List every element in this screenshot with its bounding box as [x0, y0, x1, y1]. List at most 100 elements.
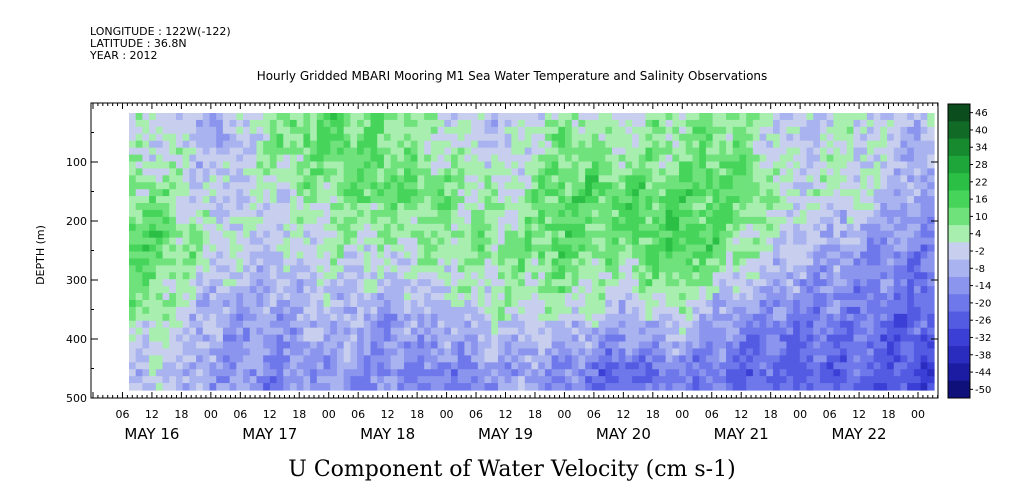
heatmap-cell	[524, 189, 533, 197]
heatmap-cell	[752, 313, 761, 322]
heatmap-cell	[799, 320, 808, 329]
heatmap-cell	[853, 313, 861, 322]
heatmap-cell	[645, 119, 653, 128]
heatmap-cell	[216, 265, 224, 273]
heatmap-cell	[236, 376, 244, 384]
heatmap-cell	[712, 237, 720, 246]
heatmap-cell	[873, 216, 881, 225]
heatmap-cell	[598, 133, 606, 142]
heatmap-cell	[913, 376, 922, 384]
heatmap-cell	[672, 209, 680, 218]
heatmap-cell	[451, 182, 459, 190]
heatmap-cell	[377, 272, 385, 280]
heatmap-cell	[343, 140, 351, 149]
heatmap-cell	[256, 341, 264, 350]
heatmap-cell	[531, 119, 539, 128]
heatmap-cell	[296, 327, 305, 336]
heatmap-cell	[618, 154, 627, 163]
heatmap-cell	[222, 140, 231, 149]
heatmap-cell	[283, 154, 291, 163]
heatmap-cell	[813, 133, 821, 142]
heatmap-cell	[746, 119, 754, 128]
heatmap-cell	[162, 265, 170, 273]
heatmap-cell	[511, 196, 519, 204]
heatmap-cell	[189, 140, 197, 149]
heatmap-cell	[511, 313, 519, 322]
heatmap-cell	[853, 251, 861, 260]
heatmap-cell	[249, 383, 258, 391]
heatmap-cell	[746, 182, 754, 190]
heatmap-cell	[645, 237, 653, 246]
heatmap-cell	[544, 133, 553, 142]
heatmap-cell	[585, 258, 593, 266]
heatmap-cell	[672, 244, 680, 253]
heatmap-cell	[786, 320, 794, 329]
heatmap-cell	[652, 299, 660, 308]
heatmap-cell	[605, 348, 613, 356]
heatmap-cell	[336, 265, 345, 273]
heatmap-cell	[665, 299, 673, 308]
heatmap-cell	[383, 348, 392, 356]
heatmap-cell	[397, 119, 405, 128]
heatmap-cell	[196, 293, 204, 301]
heatmap-cell	[598, 237, 606, 246]
heatmap-cell	[397, 203, 405, 211]
heatmap-cell	[269, 189, 278, 197]
heatmap-cell	[202, 376, 211, 384]
heatmap-cell	[672, 286, 680, 294]
heatmap-cell	[605, 113, 613, 121]
heatmap-cell	[645, 182, 653, 190]
heatmap-cell	[209, 334, 217, 343]
heatmap-cell	[652, 334, 660, 343]
heatmap-cell	[249, 244, 258, 253]
heatmap-cell	[719, 113, 727, 121]
heatmap-cell	[833, 327, 841, 336]
heatmap-cell	[484, 140, 492, 149]
heatmap-cell	[726, 113, 734, 121]
heatmap-cell	[323, 196, 331, 204]
heatmap-cell	[786, 230, 794, 239]
heatmap-cell	[840, 320, 848, 329]
heatmap-cell	[142, 355, 150, 363]
heatmap-cell	[658, 209, 667, 218]
heatmap-cell	[538, 209, 546, 218]
heatmap-cell	[343, 383, 351, 391]
heatmap-cell	[719, 203, 727, 211]
heatmap-cell	[645, 272, 653, 280]
heatmap-cell	[591, 383, 600, 391]
heatmap-cell	[196, 299, 204, 308]
heatmap-cell	[625, 113, 633, 121]
heatmap-cell	[430, 313, 439, 322]
heatmap-cell	[591, 216, 600, 225]
heatmap-cell	[900, 313, 908, 322]
heatmap-cell	[746, 251, 754, 260]
heatmap-cell	[873, 341, 881, 350]
heatmap-cell	[343, 161, 351, 169]
heatmap-cell	[410, 313, 419, 322]
heatmap-cell	[773, 362, 781, 370]
heatmap-cell	[202, 313, 211, 322]
heatmap-cell	[927, 216, 935, 225]
heatmap-cell	[149, 383, 157, 391]
heatmap-cell	[531, 244, 539, 253]
heatmap-cell	[860, 119, 868, 128]
heatmap-cell	[840, 251, 848, 260]
heatmap-cell	[196, 355, 204, 363]
heatmap-cell	[290, 140, 298, 149]
heatmap-cell	[424, 272, 432, 280]
heatmap-cell	[504, 327, 512, 336]
heatmap-cell	[377, 369, 385, 377]
heatmap-cell	[551, 161, 559, 169]
heatmap-cell	[283, 126, 291, 135]
heatmap-cell	[866, 348, 875, 356]
heatmap-cell	[846, 272, 855, 280]
heatmap-cell	[893, 133, 902, 142]
heatmap-cell	[672, 216, 680, 225]
heatmap-cell	[585, 306, 593, 315]
heatmap-cell	[350, 369, 358, 377]
heatmap-cell	[263, 251, 271, 260]
heatmap-cell	[840, 154, 848, 163]
heatmap-cell	[343, 189, 351, 197]
heatmap-cell	[444, 334, 452, 343]
heatmap-cell	[504, 161, 512, 169]
